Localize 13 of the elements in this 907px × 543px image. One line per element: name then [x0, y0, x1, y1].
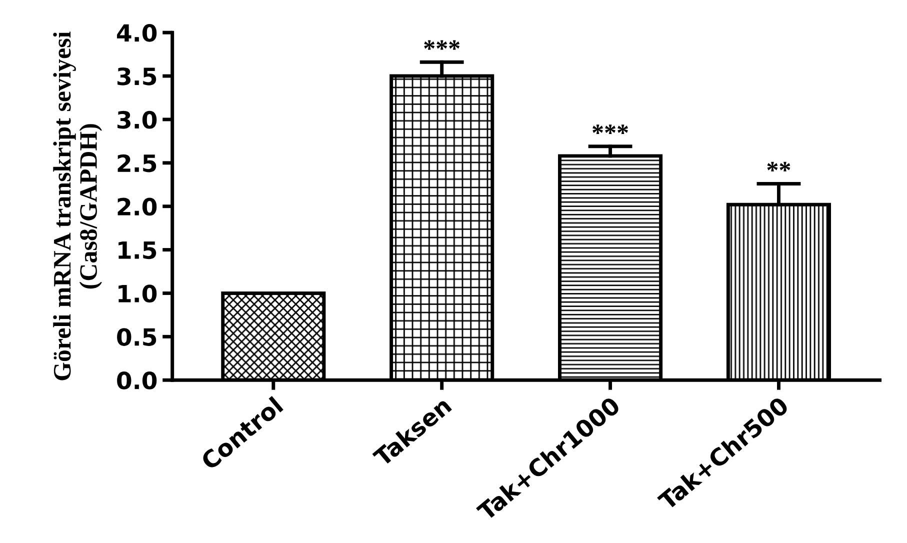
annotation: ** [767, 162, 790, 172]
y-axis-title: Göreli mRNA transkript seviyesi (Cas8/GAPDH) [53, 32, 102, 380]
y-tick-label: 2.0 [118, 198, 157, 216]
y-tick-label: 1.0 [118, 284, 157, 303]
y-tick-label: 3.5 [118, 67, 156, 86]
y-tick-label: 3.0 [118, 110, 157, 129]
annotation: *** [592, 124, 628, 134]
y-tick-label: 2.5 [118, 154, 156, 172]
y-tick-label: 0.0 [117, 372, 157, 390]
annotation: *** [424, 40, 460, 50]
y-tick-label: 1.5 [118, 242, 156, 260]
y-tick-label: 4.0 [116, 24, 157, 42]
y-tick-label: 0.5 [117, 328, 156, 346]
